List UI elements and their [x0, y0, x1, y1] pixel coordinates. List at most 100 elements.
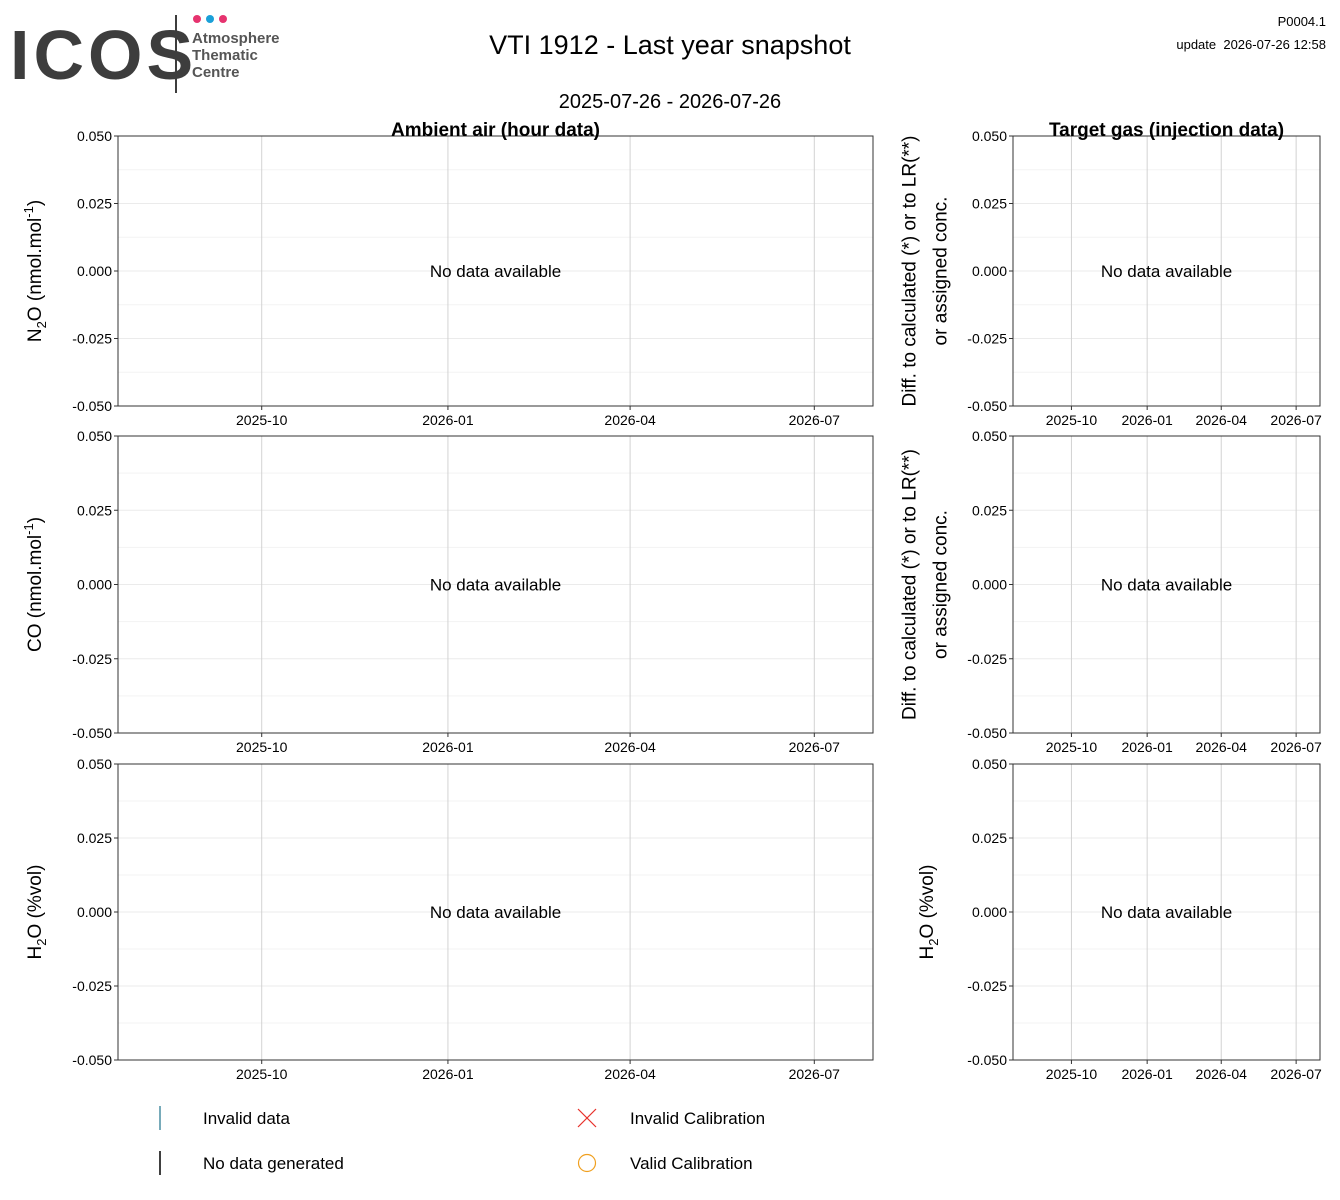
y-axis-label-part: or assigned conc. — [931, 197, 952, 346]
y-tick-label: -0.025 — [72, 978, 112, 994]
y-axis-label: CO (nmol.mol-1) — [21, 517, 46, 652]
y-axis-label: or assigned conc. — [931, 510, 952, 659]
y-axis-label-part: Diff. to calculated (*) or to LR(**) — [900, 135, 921, 406]
y-tick-label: 0.025 — [77, 830, 112, 846]
update-time: update 2026-07-26 12:58 — [1176, 37, 1326, 52]
y-tick-label: -0.050 — [967, 398, 1007, 414]
y-tick-label: 0.050 — [972, 428, 1007, 444]
y-tick-label: 0.000 — [77, 263, 112, 279]
y-tick-label: 0.000 — [77, 904, 112, 920]
y-axis-label-part: O (%vol) — [25, 865, 46, 939]
x-tick-label: 2025-10 — [1046, 739, 1098, 755]
panel-border — [117, 763, 874, 1061]
panel-border — [1012, 763, 1321, 1061]
y-axis-label-part: 2 — [926, 938, 941, 945]
y-tick-label: 0.000 — [77, 577, 112, 593]
y-tick-label: -0.050 — [967, 1052, 1007, 1068]
y-tick-label: 0.050 — [77, 428, 112, 444]
legend-symbol — [577, 1153, 597, 1173]
y-axis-label-part: -1 — [21, 523, 36, 535]
x-tick-label: 2026-07 — [1270, 1066, 1322, 1082]
y-axis-label-part: O (nmol.mol — [25, 218, 46, 321]
y-tick-label: -0.050 — [72, 1052, 112, 1068]
y-axis-label: N2O (nmol.mol-1) — [21, 200, 49, 342]
y-tick-label: 0.025 — [77, 502, 112, 518]
y-tick-label: 0.050 — [972, 756, 1007, 772]
logo-dot — [193, 15, 201, 23]
y-axis-label-part: ) — [25, 517, 46, 523]
y-axis-label: H2O (%vol) — [25, 865, 49, 960]
y-tick-label: 0.025 — [972, 830, 1007, 846]
no-data-note: No data available — [1101, 576, 1232, 595]
x-tick-label: 2026-04 — [604, 739, 656, 755]
x-tick-label: 2026-07 — [789, 1066, 841, 1082]
y-tick-label: -0.050 — [72, 398, 112, 414]
y-axis-label: or assigned conc. — [931, 197, 952, 346]
y-tick-label: -0.025 — [967, 331, 1007, 347]
y-axis-label: H2O (%vol) — [917, 865, 941, 960]
x-tick-label: 2026-07 — [1270, 412, 1322, 428]
x-tick-label: 2026-04 — [1196, 412, 1248, 428]
y-tick-label: 0.025 — [972, 196, 1007, 212]
y-tick-label: -0.050 — [72, 725, 112, 741]
x-tick-label: 2025-10 — [236, 1066, 288, 1082]
logo-text: Thematic — [192, 47, 258, 64]
x-tick-label: 2026-04 — [1196, 739, 1248, 755]
y-tick-label: 0.000 — [972, 577, 1007, 593]
x-tick-label: 2026-04 — [1196, 1066, 1248, 1082]
page-title: VTI 1912 - Last year snapshot — [489, 30, 851, 60]
y-tick-label: 0.050 — [972, 128, 1007, 144]
page-subtitle: 2025-07-26 - 2026-07-26 — [559, 91, 781, 113]
y-tick-label: 0.000 — [972, 263, 1007, 279]
x-tick-label: 2026-01 — [1121, 1066, 1173, 1082]
x-tick-label: 2025-10 — [1046, 1066, 1098, 1082]
y-axis-label-part: N — [25, 328, 46, 342]
no-data-note: No data available — [430, 576, 561, 595]
y-axis-label-part: O (%vol) — [917, 865, 938, 939]
y-tick-label: -0.025 — [72, 651, 112, 667]
no-data-note: No data available — [1101, 903, 1232, 922]
x-tick-label: 2026-07 — [1270, 739, 1322, 755]
logo-text: Centre — [192, 64, 240, 81]
y-axis-label-part: ) — [25, 200, 46, 206]
logo: ICOS — [10, 16, 197, 94]
y-axis-label-part: -1 — [21, 206, 36, 218]
y-tick-label: 0.050 — [77, 128, 112, 144]
logo-text: Atmosphere — [192, 30, 280, 47]
y-axis-label-part: CO (nmol.mol — [25, 535, 46, 652]
x-tick-label: 2026-01 — [1121, 739, 1173, 755]
y-axis-label-part: 2 — [34, 938, 49, 945]
legend-label: Invalid data — [203, 1109, 290, 1128]
x-tick-label: 2026-01 — [422, 1066, 474, 1082]
x-tick-label: 2026-07 — [789, 739, 841, 755]
y-tick-label: -0.025 — [72, 331, 112, 347]
y-axis-label: Diff. to calculated (*) or to LR(**) — [900, 135, 921, 406]
x-tick-label: 2026-04 — [604, 1066, 656, 1082]
panel-border — [1012, 435, 1321, 734]
x-tick-label: 2026-01 — [1121, 412, 1173, 428]
x-tick-label: 2025-10 — [236, 412, 288, 428]
y-axis-label-part: 2 — [34, 321, 49, 328]
y-tick-label: -0.025 — [967, 978, 1007, 994]
y-axis-label-part: Diff. to calculated (*) or to LR(**) — [900, 449, 921, 720]
panel-border — [117, 435, 874, 734]
panel-title: Ambient air (hour data) — [391, 120, 600, 141]
y-axis-label-part: or assigned conc. — [931, 510, 952, 659]
panel-border — [1012, 135, 1321, 407]
y-axis-label-part: H — [25, 946, 46, 960]
no-data-note: No data available — [430, 903, 561, 922]
legend-label: Invalid Calibration — [630, 1109, 765, 1128]
y-axis-label: Diff. to calculated (*) or to LR(**) — [900, 449, 921, 720]
y-tick-label: -0.025 — [967, 651, 1007, 667]
y-tick-label: 0.000 — [972, 904, 1007, 920]
page-code: P0004.1 — [1278, 14, 1326, 29]
y-axis-label-part: H — [917, 946, 938, 960]
x-tick-label: 2026-07 — [789, 412, 841, 428]
x-tick-label: 2026-04 — [604, 412, 656, 428]
x-tick-label: 2026-01 — [422, 739, 474, 755]
legend-symbol — [577, 1108, 597, 1128]
no-data-note: No data available — [430, 262, 561, 281]
logo-dot — [219, 15, 227, 23]
